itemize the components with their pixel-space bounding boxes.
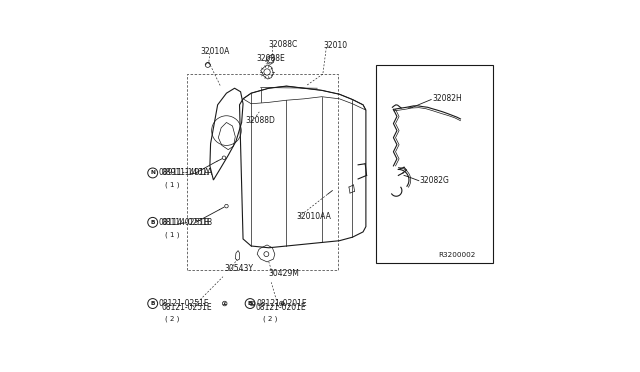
Text: 32010: 32010 [324, 41, 348, 50]
Text: 08911-1401A: 08911-1401A [162, 169, 213, 177]
Text: 32010A: 32010A [201, 47, 230, 57]
Text: 30429M: 30429M [269, 269, 300, 278]
Text: 08114-0251B: 08114-0251B [159, 218, 210, 227]
Bar [376, 65, 493, 263]
Text: B: B [150, 220, 155, 225]
Text: ( 1 ): ( 1 ) [165, 231, 180, 238]
Text: 32088C: 32088C [269, 40, 298, 49]
Text: B: B [248, 301, 252, 306]
Text: 08121-0201E: 08121-0201E [256, 299, 307, 308]
Text: ( 2 ): ( 2 ) [165, 316, 180, 322]
Text: B: B [150, 301, 155, 306]
Text: ( 2 ): ( 2 ) [263, 316, 277, 322]
Text: 32082H: 32082H [432, 94, 462, 103]
Text: 08121-0251E: 08121-0251E [162, 302, 212, 312]
Text: 32082G: 32082G [420, 176, 449, 185]
Text: 08114-0251B: 08114-0251B [162, 218, 213, 227]
Text: 32010AA: 32010AA [296, 212, 331, 221]
Text: 08121-0201E: 08121-0201E [256, 302, 307, 312]
Text: 08121-0251E: 08121-0251E [159, 299, 209, 308]
Text: R3200002: R3200002 [438, 252, 476, 258]
Text: 30543Y: 30543Y [225, 264, 253, 273]
Text: 08911-1401A: 08911-1401A [159, 169, 210, 177]
Text: ( 1 ): ( 1 ) [165, 182, 180, 188]
Text: 32088E: 32088E [257, 54, 285, 64]
Text: 32088D: 32088D [246, 116, 276, 125]
Text: N: N [150, 170, 155, 176]
